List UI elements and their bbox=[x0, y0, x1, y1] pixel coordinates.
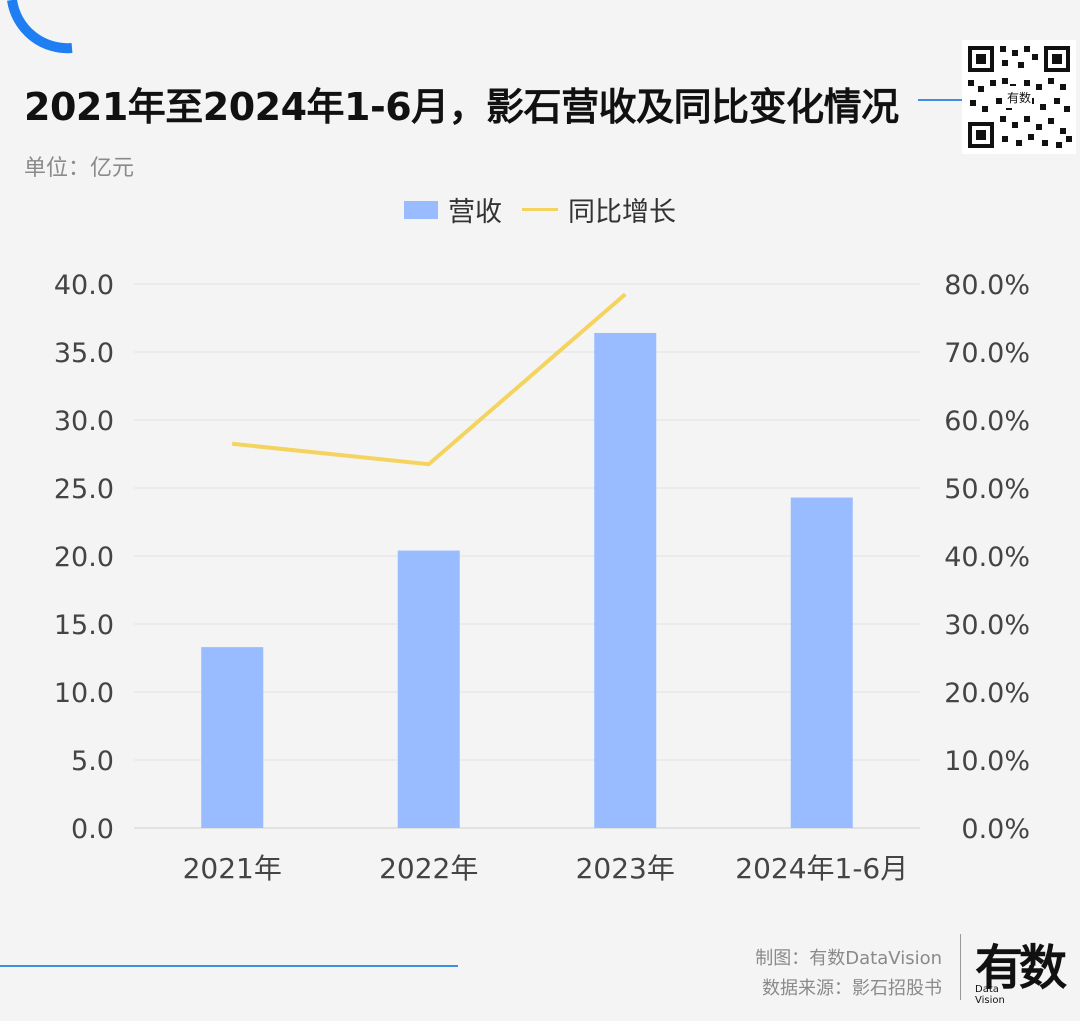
bar bbox=[397, 550, 460, 828]
y-left-tick-label: 20.0 bbox=[54, 542, 114, 573]
legend-label-yoy: 同比增长 bbox=[568, 197, 676, 228]
y-left-tick-label: 25.0 bbox=[54, 474, 114, 505]
source-label: 数据来源：影石招股书 bbox=[762, 978, 942, 999]
bar bbox=[790, 497, 853, 828]
y-right-tick-label: 20.0% bbox=[944, 678, 1030, 709]
x-tick-label: 2024年1-6月 bbox=[735, 852, 908, 885]
chart-legend: 营收 同比增长 bbox=[0, 190, 1080, 229]
decorative-arc bbox=[7, 0, 73, 54]
unit-label: 单位：亿元 bbox=[24, 156, 135, 181]
y-left-tick-label: 30.0 bbox=[54, 406, 114, 437]
y-left-tick-label: 15.0 bbox=[54, 610, 114, 641]
qr-code-icon: 有数 bbox=[962, 40, 1076, 154]
x-tick-label: 2021年 bbox=[183, 852, 282, 885]
made-by-label: 制图：有数DataVision bbox=[755, 948, 942, 969]
y-left-tick-label: 0.0 bbox=[71, 814, 114, 845]
logo-separator bbox=[960, 934, 961, 1000]
bar bbox=[594, 332, 657, 828]
y-left-tick-label: 5.0 bbox=[71, 746, 114, 777]
legend-bar-swatch bbox=[404, 200, 438, 219]
combo-chart: 0.0 0.0% 5.0 10.0% 10.0 20.0% 15.0 30.0% 20.0 40.… bbox=[54, 270, 1030, 885]
x-tick-label: 2022年 bbox=[379, 852, 478, 885]
logo-sub-vision: Vision bbox=[975, 995, 1005, 1006]
y-left-tick-label: 10.0 bbox=[54, 678, 114, 709]
bar bbox=[201, 647, 264, 828]
legend-line-swatch bbox=[522, 208, 558, 211]
y-right-tick-label: 40.0% bbox=[944, 542, 1030, 573]
y-left-tick-label: 40.0 bbox=[54, 270, 114, 301]
x-tick-label: 2023年 bbox=[576, 852, 675, 885]
brand-logo-subtitle: Data Vision bbox=[975, 984, 1005, 1006]
credits: 制图：有数DataVision 数据来源：影石招股书 bbox=[755, 944, 942, 1004]
y-right-tick-label: 80.0% bbox=[944, 270, 1030, 301]
legend-item-yoy: 同比增长 bbox=[514, 190, 676, 229]
y-right-tick-label: 60.0% bbox=[944, 406, 1030, 437]
legend-label-revenue: 营收 bbox=[448, 197, 502, 228]
title-accent-line bbox=[918, 99, 962, 101]
y-right-tick-label: 70.0% bbox=[944, 338, 1030, 369]
legend-item-revenue: 营收 bbox=[404, 190, 502, 229]
svg-text:有数: 有数 bbox=[1007, 90, 1031, 105]
y-right-tick-label: 30.0% bbox=[944, 610, 1030, 641]
chart-title: 2021年至2024年1-6月，影石营收及同比变化情况 bbox=[24, 85, 899, 129]
line-series bbox=[232, 292, 627, 467]
brand-logo: 有数 bbox=[975, 940, 1067, 996]
y-left-tick-label: 35.0 bbox=[54, 338, 114, 369]
y-right-tick-label: 50.0% bbox=[944, 474, 1030, 505]
footer-accent-line bbox=[0, 965, 458, 967]
y-right-tick-label: 10.0% bbox=[944, 746, 1030, 777]
y-right-tick-label: 0.0% bbox=[961, 814, 1030, 845]
logo-sub-data: Data bbox=[975, 984, 999, 995]
